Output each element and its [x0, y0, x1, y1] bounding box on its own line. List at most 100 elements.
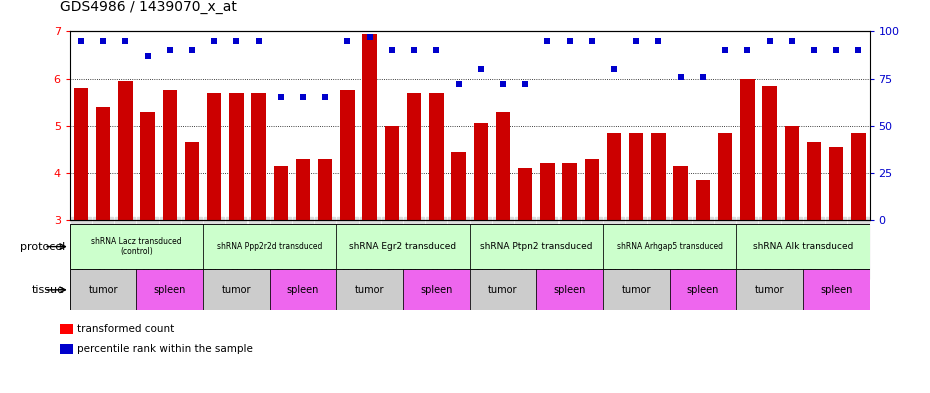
Text: shRNA Arhgap5 transduced: shRNA Arhgap5 transduced	[617, 242, 723, 251]
Point	[540, 38, 555, 44]
Bar	[429, 93, 444, 220]
Point	[784, 38, 799, 44]
Bar	[807, 142, 821, 220]
Point	[806, 47, 821, 53]
Bar	[451, 152, 466, 220]
Point	[496, 81, 511, 87]
Bar	[337, 224, 470, 269]
Point	[96, 38, 111, 44]
Bar	[70, 269, 137, 310]
Bar	[737, 224, 870, 269]
Text: spleen: spleen	[820, 285, 853, 295]
Bar	[118, 81, 132, 220]
Bar	[340, 90, 354, 220]
Bar	[696, 180, 711, 220]
Point	[140, 53, 155, 59]
Bar	[140, 112, 154, 220]
Point	[318, 94, 333, 101]
Bar	[470, 224, 603, 269]
Point	[851, 47, 866, 53]
Bar	[385, 126, 399, 220]
Text: shRNA Ppp2r2d transduced: shRNA Ppp2r2d transduced	[217, 242, 323, 251]
Point	[740, 47, 755, 53]
Bar	[203, 224, 337, 269]
Bar	[603, 269, 670, 310]
Text: shRNA Ptpn2 transduced: shRNA Ptpn2 transduced	[480, 242, 592, 251]
Bar	[518, 168, 532, 220]
Point	[206, 38, 221, 44]
Point	[273, 94, 288, 101]
Point	[762, 38, 777, 44]
Point	[184, 47, 199, 53]
Bar	[70, 224, 203, 269]
Text: protocol: protocol	[20, 242, 65, 252]
Bar	[607, 133, 621, 220]
Bar	[273, 166, 288, 220]
Bar	[296, 159, 311, 220]
Bar	[673, 166, 688, 220]
Point	[518, 81, 533, 87]
Bar	[496, 112, 511, 220]
Point	[251, 38, 266, 44]
Bar	[470, 269, 537, 310]
Text: tumor: tumor	[355, 285, 384, 295]
Point	[718, 47, 733, 53]
Point	[429, 47, 444, 53]
Bar	[651, 133, 666, 220]
Point	[73, 38, 88, 44]
Bar	[585, 159, 599, 220]
Text: tissue: tissue	[33, 285, 65, 295]
Point	[473, 66, 488, 72]
Text: shRNA Egr2 transduced: shRNA Egr2 transduced	[350, 242, 457, 251]
Text: spleen: spleen	[420, 285, 453, 295]
Bar	[540, 163, 554, 220]
Text: tumor: tumor	[88, 285, 118, 295]
Point	[451, 81, 466, 87]
Bar	[670, 269, 737, 310]
Text: transformed count: transformed count	[77, 324, 175, 334]
Bar	[740, 79, 754, 220]
Text: percentile rank within the sample: percentile rank within the sample	[77, 344, 253, 354]
Bar	[563, 163, 577, 220]
Text: tumor: tumor	[488, 285, 518, 295]
Bar	[163, 90, 177, 220]
Bar	[403, 269, 470, 310]
Bar	[718, 133, 732, 220]
Point	[384, 47, 399, 53]
Point	[340, 38, 355, 44]
Bar	[473, 123, 488, 220]
Bar	[803, 269, 870, 310]
Point	[118, 38, 133, 44]
Point	[696, 73, 711, 80]
Bar	[363, 34, 377, 220]
Bar	[318, 159, 332, 220]
Text: shRNA Alk transduced: shRNA Alk transduced	[752, 242, 853, 251]
Bar	[229, 93, 244, 220]
Point	[296, 94, 311, 101]
Bar	[251, 93, 266, 220]
Point	[229, 38, 244, 44]
Point	[629, 38, 644, 44]
Point	[606, 66, 621, 72]
Bar	[603, 224, 737, 269]
Text: spleen: spleen	[286, 285, 319, 295]
Text: tumor: tumor	[755, 285, 784, 295]
Point	[584, 38, 599, 44]
Point	[562, 38, 577, 44]
Text: spleen: spleen	[553, 285, 586, 295]
Bar	[185, 142, 199, 220]
Bar	[137, 269, 203, 310]
Bar	[73, 88, 88, 220]
Point	[406, 47, 421, 53]
Bar	[207, 93, 221, 220]
Bar	[96, 107, 111, 220]
Bar	[737, 269, 803, 310]
Bar	[537, 269, 603, 310]
Bar	[763, 86, 777, 220]
Text: spleen: spleen	[686, 285, 719, 295]
Bar	[829, 147, 844, 220]
Point	[829, 47, 844, 53]
Text: tumor: tumor	[221, 285, 251, 295]
Bar	[407, 93, 421, 220]
Bar	[270, 269, 337, 310]
